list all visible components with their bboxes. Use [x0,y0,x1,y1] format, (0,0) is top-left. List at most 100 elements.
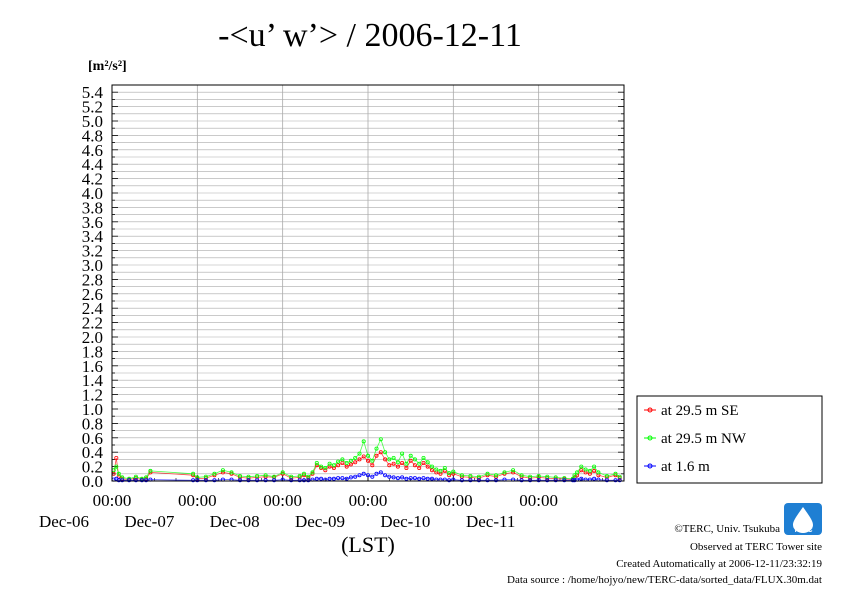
x-tick-date: Dec-11 [466,512,515,531]
data-point [344,476,349,481]
data-point [395,460,400,465]
data-point [327,476,332,481]
data-point [536,478,541,483]
legend-label: at 29.5 m NW [661,431,747,447]
data-point [429,476,434,481]
y-tick-label: 3.8 [82,198,103,217]
x-tick-time: 00:00 [93,491,132,510]
data-point [442,465,447,470]
logo-drop-icon [793,507,813,533]
x-axis-ticks: 00:00Dec-0600:00Dec-0700:00Dec-0800:00De… [39,475,625,531]
y-tick-label: 5.2 [82,98,103,117]
y-tick-label: 4.0 [82,184,103,203]
data-point [583,467,588,472]
data-point [331,465,336,470]
y-tick-label: 1.2 [82,386,103,405]
data-point [493,478,498,483]
data-point [412,476,417,481]
data-point [417,476,422,481]
footer-source: Data source : /home/hojyo/new/TERC-data/… [507,574,822,586]
data-point [572,478,577,483]
data-point [592,468,597,473]
data-point [246,478,251,483]
data-point [387,474,392,479]
data-point [604,473,609,478]
series-line [113,451,620,481]
data-point [353,460,358,465]
data-point [604,478,609,483]
series-3 [111,470,622,483]
data-point [412,463,417,468]
data-point [438,468,443,473]
legend-swatch-point [647,435,653,441]
x-tick-date: Dec-10 [380,512,430,531]
legend-swatch-point [647,463,653,469]
data-point [613,471,618,476]
data-point [348,475,353,480]
data-point [314,460,319,465]
data-point [400,475,405,480]
y-tick-label: 1.4 [82,371,104,390]
y-tick-label: 2.2 [82,314,103,333]
legend-label: at 29.5 m SE [661,403,739,419]
data-point [404,461,409,466]
data-point [400,451,405,456]
data-point [133,478,138,483]
data-point [148,468,153,473]
data-point [447,471,452,476]
data-point [370,474,375,479]
data-point [323,465,328,470]
legend-swatch-point [647,407,653,413]
data-point [562,478,567,483]
data-point [255,478,260,483]
data-point [421,476,426,481]
series-line [113,471,620,481]
data-point [417,461,422,466]
series-layer [111,437,622,483]
data-point [272,478,277,483]
data-point [361,439,366,444]
data-point [220,470,225,475]
data-point [357,473,362,478]
y-axis-ticks: 0.00.20.40.60.81.01.21.41.61.82.02.22.42… [82,83,624,491]
data-point [391,455,396,460]
data-point [391,475,396,480]
data-point [395,464,400,469]
data-point [408,453,413,458]
data-point [361,471,366,476]
y-tick-label: 2.0 [82,328,103,347]
y-tick-label: 4.6 [82,141,103,160]
data-point [212,478,217,483]
data-point [280,470,285,475]
data-point [485,478,490,483]
y-tick-label: 4.8 [82,126,103,145]
grid-lines [111,84,624,482]
data-point [502,470,507,475]
data-point [570,478,575,483]
x-tick-time: 00:00 [434,491,473,510]
y-tick-label: 0.8 [82,414,103,433]
data-point [237,473,242,478]
x-tick-time: 00:00 [178,491,217,510]
x-tick-time: 00:00 [263,491,302,510]
terc-logo: TERC [784,503,822,535]
data-point [374,471,379,476]
data-point [144,478,149,483]
data-point [575,470,580,475]
data-point [425,460,430,465]
data-point [387,463,392,468]
y-tick-label: 3.6 [82,213,103,232]
chart-title: -<u’ w’> / 2006-12-11 [218,17,522,54]
logo-text: TERC [793,527,812,534]
data-point [451,469,456,474]
data-point [592,464,597,469]
data-point [301,471,306,476]
data-point [289,478,294,483]
data-point [195,478,200,483]
y-tick-label: 5.0 [82,112,103,131]
data-point [327,461,332,466]
data-point [447,473,452,478]
y-tick-label: 5.4 [82,83,104,102]
x-axis-label: (LST) [341,532,395,557]
